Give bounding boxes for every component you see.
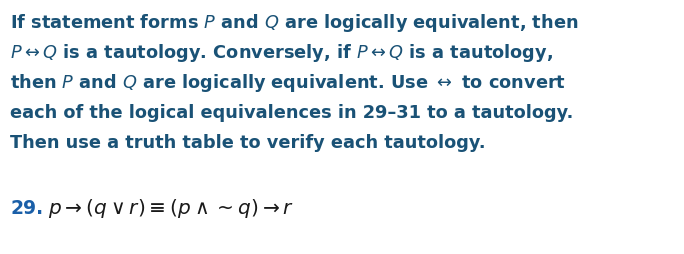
Text: Then use a truth table to verify each tautology.: Then use a truth table to verify each ta… [10, 134, 486, 152]
Text: $p \rightarrow (q \vee r) \equiv (p \wedge {\sim}q) \rightarrow r$: $p \rightarrow (q \vee r) \equiv (p \wed… [48, 197, 294, 219]
Text: If statement forms $\mathit{P}$ and $\mathit{Q}$ are logically equivalent, then: If statement forms $\mathit{P}$ and $\ma… [10, 12, 579, 34]
Text: each of the logical equivalences in 29–31 to a tautology.: each of the logical equivalences in 29–3… [10, 104, 573, 122]
Text: $\mathit{P} \leftrightarrow \mathit{Q}$ is a tautology. Conversely, if $\mathit{: $\mathit{P} \leftrightarrow \mathit{Q}$ … [10, 42, 553, 64]
Text: then $\mathit{P}$ and $\mathit{Q}$ are logically equivalent. Use $\leftrightarro: then $\mathit{P}$ and $\mathit{Q}$ are l… [10, 72, 566, 94]
Text: 29.: 29. [10, 198, 43, 217]
